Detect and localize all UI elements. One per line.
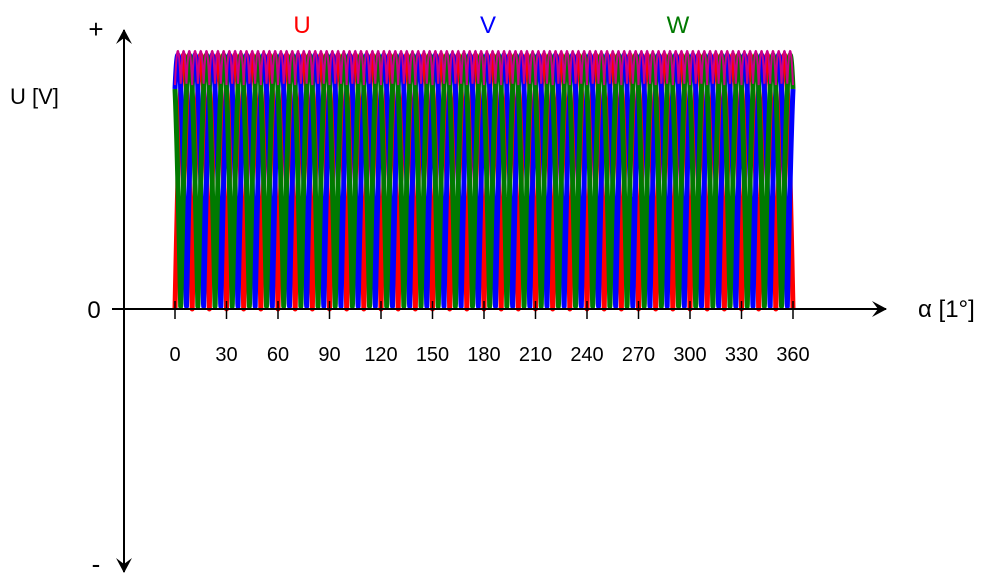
- y-zero-label: 0: [87, 297, 100, 324]
- x-tick-label-180: 180: [467, 344, 500, 366]
- series-w-line: [172, 52, 796, 309]
- x-tick-label-270: 270: [622, 344, 655, 366]
- x-tick-label-120: 120: [364, 344, 397, 366]
- envelope-curves: [174, 49, 794, 86]
- x-ticks: [174, 301, 794, 319]
- x-tick-labels: 0 30 60 90 120 150 180 210 240 270 300 330 360: [169, 344, 809, 366]
- x-tick-label-150: 150: [416, 344, 449, 366]
- y-axis-label: U [V]: [10, 84, 59, 109]
- y-plus-label: +: [88, 14, 103, 44]
- x-axis-label: α [1°]: [918, 296, 975, 323]
- legend-v: V: [480, 12, 496, 39]
- legend: U V W: [293, 12, 689, 39]
- x-tick-label-30: 30: [215, 344, 237, 366]
- phase-curves: [172, 52, 796, 312]
- x-tick-label-60: 60: [267, 344, 289, 366]
- y-minus-label: -: [92, 549, 101, 575]
- legend-u: U: [293, 12, 310, 39]
- legend-w: W: [667, 12, 690, 39]
- x-tick-label-0: 0: [169, 344, 180, 366]
- envelope-line: [174, 49, 794, 86]
- x-tick-label-330: 330: [725, 344, 758, 366]
- x-tick-label-300: 300: [673, 344, 706, 366]
- x-tick-label-90: 90: [318, 344, 340, 366]
- x-tick-label-360: 360: [776, 344, 809, 366]
- x-tick-label-210: 210: [519, 344, 552, 366]
- x-tick-label-240: 240: [570, 344, 603, 366]
